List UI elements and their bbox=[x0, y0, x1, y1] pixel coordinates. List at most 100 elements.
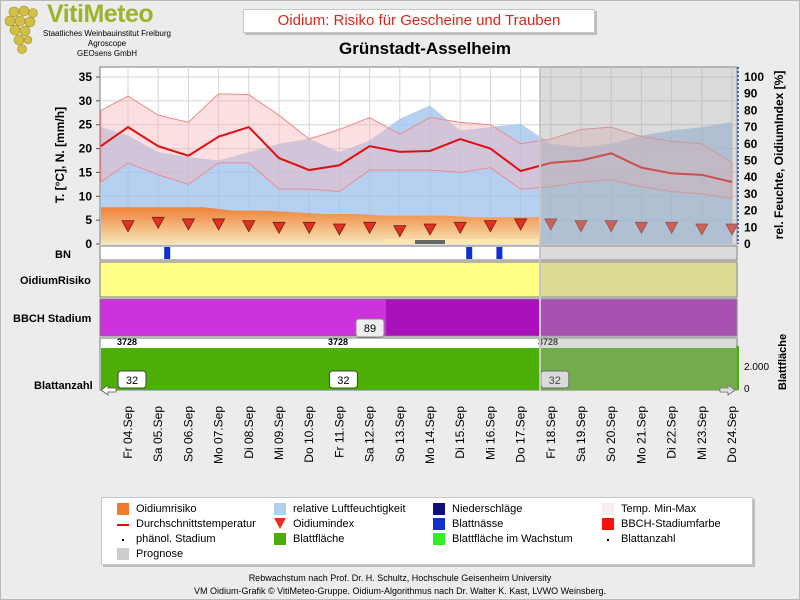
legend-swatch bbox=[274, 533, 286, 545]
bbch-panel-b bbox=[386, 299, 737, 336]
legend-label: relative Luftfeuchtigkeit bbox=[293, 503, 406, 515]
right-axis-tick-label: 60 bbox=[744, 137, 758, 151]
right-axis-tick-label: 10 bbox=[744, 220, 758, 234]
x-tick-label: Do 24.Sep bbox=[725, 406, 739, 463]
leaf-area-value-2: 3728 bbox=[328, 337, 348, 347]
leaf-count-markers: 32 32 32 bbox=[117, 370, 570, 389]
oidium-index-marker bbox=[332, 223, 347, 236]
x-tick-label: So 13.Sep bbox=[393, 406, 407, 462]
right-axis-tick-label: 50 bbox=[744, 154, 758, 168]
grape-logo-icon bbox=[4, 5, 38, 54]
logo-name: VitiMeteo bbox=[47, 0, 154, 28]
bn-panel bbox=[99, 245, 738, 261]
right-axis: 0 10 20 30 40 50 60 70 80 90 100 bbox=[737, 67, 764, 251]
left-axis-tick-label: 15 bbox=[79, 165, 93, 179]
x-tick-label: Mo 07.Sep bbox=[212, 406, 226, 464]
legend: Oidiumrisiko relative Luftfeuchtigkeit Nie… bbox=[101, 497, 753, 565]
x-tick-label: Mi 16.Sep bbox=[483, 406, 497, 460]
right-axis-label: rel. Feuchte, OidiumIndex [%] bbox=[772, 71, 786, 240]
oidium-index-marker bbox=[695, 223, 709, 236]
oidium-index-marker bbox=[151, 216, 165, 230]
legend-swatch bbox=[607, 539, 609, 541]
legend-label: Durchschnittstemperatur bbox=[136, 518, 256, 530]
blattnaesse-bar bbox=[164, 247, 171, 259]
blattnaesse-bars bbox=[164, 247, 503, 259]
prognosis-overlay bbox=[540, 67, 737, 391]
chart-title: Oidium: Risiko für Gescheine und Trauben bbox=[243, 9, 595, 33]
left-axis-tick-label: 20 bbox=[79, 142, 93, 156]
oidium-index-marker bbox=[181, 218, 196, 231]
oidium-index-marker bbox=[483, 220, 498, 233]
legend-label: Temp. Min-Max bbox=[621, 503, 697, 515]
legend-label: Oidiumindex bbox=[293, 518, 355, 530]
legend-swatch bbox=[433, 518, 445, 530]
bottom-strip bbox=[385, 239, 540, 244]
logo-line-3: GEOsens GmbH bbox=[76, 49, 137, 58]
oidium-index-marker bbox=[362, 221, 377, 235]
x-tick-label: Do 17.Sep bbox=[514, 406, 528, 463]
x-tick-label: Mo 14.Sep bbox=[423, 406, 437, 464]
legend-swatch bbox=[274, 518, 286, 529]
bn-label: BN bbox=[55, 249, 71, 261]
right-axis-tick-label: 90 bbox=[744, 87, 758, 101]
leaf-count-box bbox=[328, 370, 358, 389]
oidium-index-marker bbox=[423, 223, 437, 236]
leaf-count-value: 32 bbox=[337, 375, 349, 387]
leaf-area-axis-label: Blattfläche bbox=[777, 334, 789, 390]
oidiumrisiko-panel bbox=[99, 261, 738, 298]
bbch-label: BBCH Stadium bbox=[13, 313, 91, 325]
legend-swatch bbox=[602, 503, 614, 515]
x-tick-label: Di 08.Sep bbox=[242, 406, 256, 459]
oidium-index-marker bbox=[211, 218, 226, 231]
leaf-area-value-1: 3728 bbox=[117, 337, 137, 347]
blattanzahl-label: Blattanzahl bbox=[34, 380, 93, 392]
x-tick-label: Mi 23.Sep bbox=[695, 406, 709, 460]
left-axis: 0 5 10 15 20 25 30 35 bbox=[79, 70, 100, 251]
logo-line-2: Agroscope bbox=[87, 39, 127, 48]
x-tick-label: So 06.Sep bbox=[181, 406, 195, 462]
oidium-index-marker bbox=[453, 221, 467, 235]
leaf-count-value: 32 bbox=[549, 375, 561, 387]
right-axis-tick-label: 30 bbox=[744, 187, 758, 201]
oidium-index-marker bbox=[513, 218, 528, 231]
right-axis-tick-label: 80 bbox=[744, 103, 758, 117]
blattnaesse-bar bbox=[466, 247, 473, 259]
legend-label: BBCH-Stadiumfarbe bbox=[621, 518, 721, 530]
x-tick-label: Di 22.Sep bbox=[665, 406, 679, 459]
legend-label: Oidiumrisiko bbox=[136, 503, 197, 515]
oidium-index-marker bbox=[393, 225, 407, 238]
legend-label: Blattnässe bbox=[452, 518, 504, 530]
left-axis-tick-label: 5 bbox=[85, 213, 92, 227]
scroll-left-icon[interactable] bbox=[100, 384, 117, 396]
left-axis-tick-label: 35 bbox=[79, 70, 93, 84]
left-axis-label: T. [°C], N. [mm/h] bbox=[53, 107, 67, 203]
oidium-index-marker bbox=[725, 223, 739, 236]
scroll-right-icon[interactable] bbox=[719, 384, 736, 396]
x-tick-label: Do 10.Sep bbox=[302, 406, 316, 463]
x-tick-label: So 20.Sep bbox=[604, 406, 618, 462]
station-name: Grünstadt-Asselheim bbox=[339, 39, 511, 58]
oidium-index-marker bbox=[121, 220, 135, 233]
x-axis-labels: Fr 04.Sep Sa 05.Sep So 06.Sep Mo 07.Sep Di 0… bbox=[121, 406, 739, 464]
oidiumrisiko-label: OidiumRisiko bbox=[20, 275, 91, 287]
x-tick-label: Sa 19.Sep bbox=[574, 406, 588, 462]
temp-minmax-band bbox=[100, 93, 733, 200]
legend-swatch bbox=[602, 518, 614, 530]
legend-swatch bbox=[122, 539, 124, 541]
logo: VitiMeteo Staatliches Weinbauinstitut Fr… bbox=[0, 0, 200, 62]
leaf-area-fill bbox=[101, 348, 737, 390]
left-axis-tick-label: 10 bbox=[79, 189, 93, 203]
legend-swatch bbox=[274, 503, 286, 515]
x-tick-label: Mi 09.Sep bbox=[272, 406, 286, 460]
chart-area: 0 5 10 15 20 25 30 35 T. [°C], N. [mm/h] 0 10 20 3… bbox=[13, 66, 789, 464]
x-tick-label: Di 15.Sep bbox=[453, 406, 467, 459]
precip-bar bbox=[415, 240, 445, 244]
leaf-area-axis-bar bbox=[736, 346, 739, 390]
footer-line-1: Rebwachstum nach Prof. Dr. H. Schultz, H… bbox=[248, 573, 552, 583]
right-axis-tick-label: 70 bbox=[744, 120, 758, 134]
bbch-panel-a bbox=[100, 299, 386, 336]
oidium-index-markers bbox=[121, 216, 739, 238]
blattnaesse-bar bbox=[496, 247, 503, 259]
oidium-index-marker bbox=[634, 221, 649, 235]
legend-label: phänol. Stadium bbox=[136, 533, 216, 545]
